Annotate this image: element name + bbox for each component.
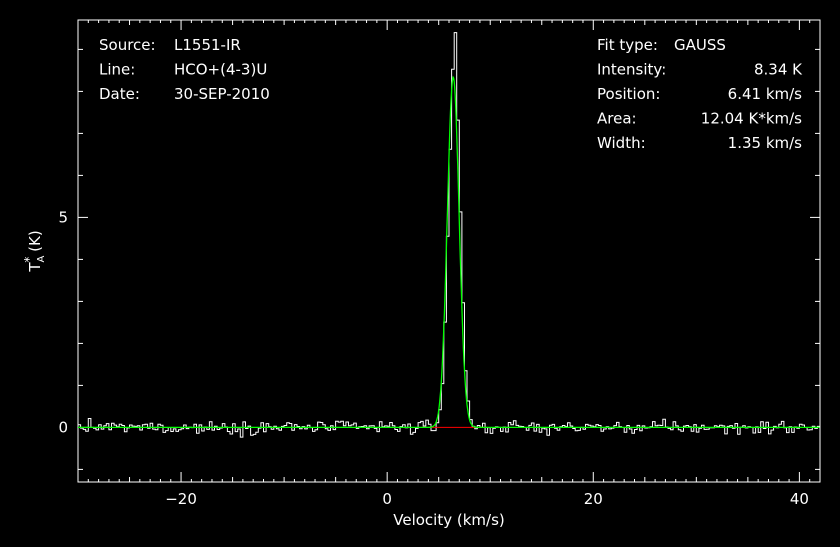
y-tick-label: 0 <box>58 418 68 436</box>
fit-key: Position: <box>597 85 660 103</box>
fit-value: 12.04 K*km/s <box>701 110 802 128</box>
x-tick-label: −20 <box>165 490 197 508</box>
x-axis-label: Velocity (km/s) <box>393 511 504 529</box>
fit-key: Fit type: <box>597 36 658 54</box>
fit-key: Width: <box>597 134 646 152</box>
y-tick-label: 5 <box>58 208 68 226</box>
tick-labels: −20 0 20 40 0 5 <box>58 208 808 508</box>
info-value: 30-SEP-2010 <box>174 85 270 103</box>
axis-ticks <box>77 20 821 482</box>
gaussian-fit-line <box>78 75 820 429</box>
x-tick-label: 40 <box>790 490 809 508</box>
info-key: Source: <box>99 36 156 54</box>
fit-value: GAUSS <box>674 36 726 54</box>
fit-results: Fit type: GAUSS Intensity: 8.34 K Position: 6… <box>597 36 803 152</box>
fit-value: 8.34 K <box>754 61 803 79</box>
fit-key: Area: <box>597 110 637 128</box>
info-key: Line: <box>99 61 135 79</box>
fit-value: 1.35 km/s <box>728 134 803 152</box>
y-axis-label: TA* (K) <box>22 230 47 272</box>
x-tick-label: 20 <box>584 490 603 508</box>
svg-text:TA* (K): TA* (K) <box>22 230 47 272</box>
observation-info: Source: L1551-IR Line: HCO+(4-3)U Date: 30-SE… <box>99 36 270 103</box>
info-key: Date: <box>99 85 140 103</box>
info-value: HCO+(4-3)U <box>174 61 267 79</box>
info-value: L1551-IR <box>174 36 241 54</box>
fit-key: Intensity: <box>597 61 666 79</box>
x-tick-label: 0 <box>382 490 392 508</box>
fit-value: 6.41 km/s <box>728 85 803 103</box>
